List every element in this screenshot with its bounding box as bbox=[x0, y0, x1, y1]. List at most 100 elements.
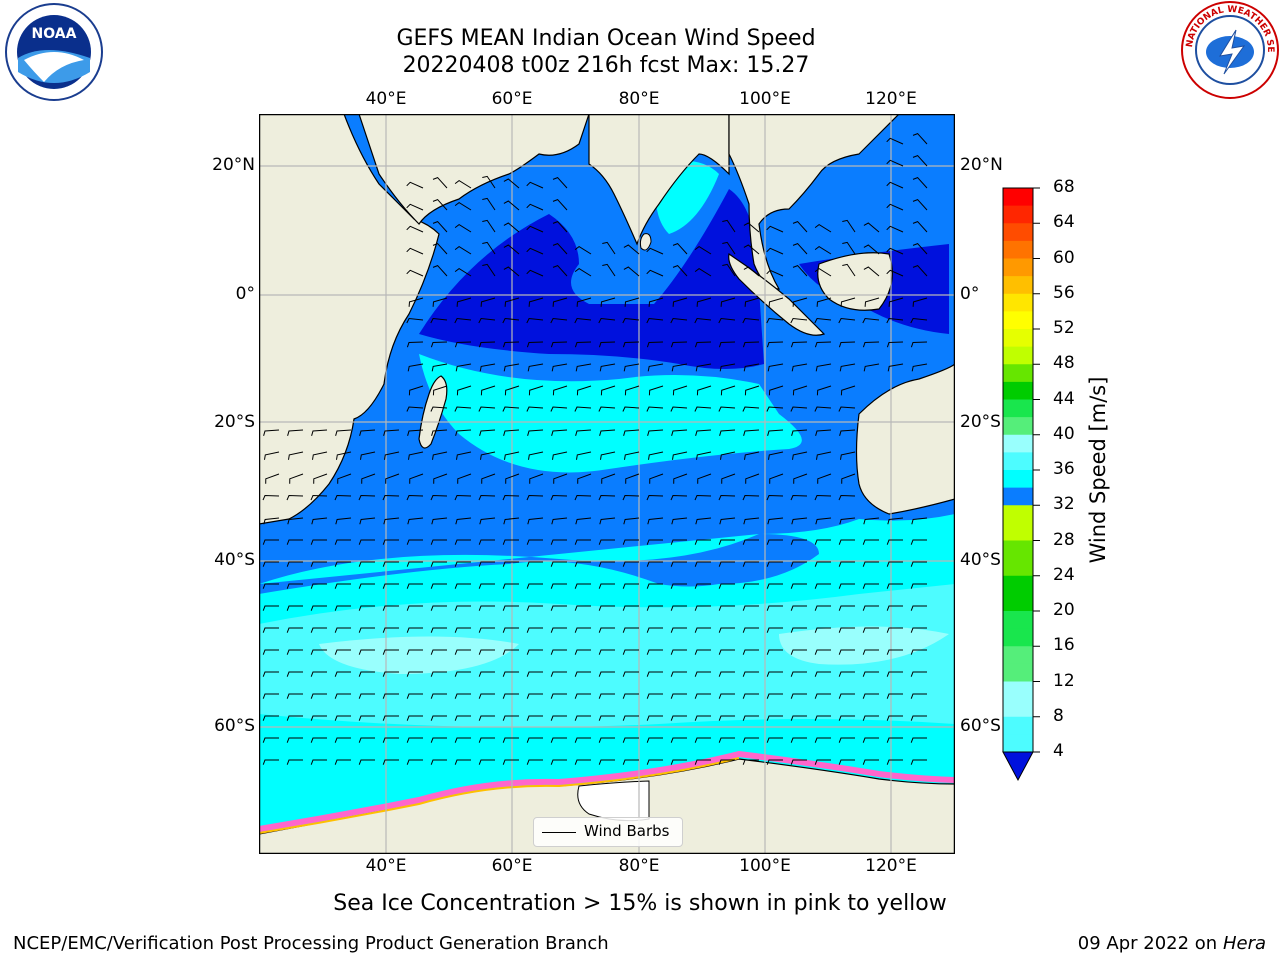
band-12-16 bbox=[259, 584, 955, 728]
wind-barb bbox=[310, 494, 328, 501]
wind-barb bbox=[480, 385, 496, 396]
wind-barb bbox=[334, 671, 351, 677]
wind-barb bbox=[334, 583, 351, 589]
wind-barb bbox=[478, 715, 495, 721]
wind-barb bbox=[431, 517, 448, 525]
wind-barb bbox=[503, 200, 520, 211]
wind-barb bbox=[646, 317, 664, 324]
wind-barb bbox=[742, 583, 759, 589]
wind-barb bbox=[383, 429, 400, 436]
wind-barb bbox=[814, 494, 832, 501]
wind-barb bbox=[358, 561, 375, 567]
legend-line-swatch bbox=[542, 832, 576, 833]
wind-barb bbox=[694, 539, 711, 545]
colorbar-tick-label: 68 bbox=[1053, 177, 1075, 197]
wind-barb bbox=[670, 561, 687, 567]
wind-barb bbox=[430, 341, 448, 348]
wind-barb bbox=[529, 473, 544, 484]
wind-barb bbox=[911, 517, 928, 525]
wind-barb bbox=[430, 561, 447, 567]
wind-barb bbox=[286, 671, 303, 677]
wind-barb bbox=[599, 363, 616, 372]
wind-barb bbox=[887, 517, 904, 525]
wind-barb bbox=[766, 671, 783, 677]
wind-barb bbox=[790, 715, 807, 721]
wind-barb bbox=[551, 429, 568, 436]
band-16-20 bbox=[319, 636, 519, 674]
wind-barb bbox=[910, 539, 927, 545]
wind-barb bbox=[503, 178, 520, 189]
wind-barb bbox=[286, 693, 303, 699]
wind-barb bbox=[742, 649, 759, 655]
wind-barb bbox=[886, 137, 904, 145]
wind-barb bbox=[478, 759, 495, 765]
wind-barb bbox=[862, 561, 879, 567]
wind-barb bbox=[910, 583, 927, 589]
wind-barb bbox=[432, 297, 448, 307]
wind-barb bbox=[622, 627, 639, 633]
wind-barb bbox=[552, 221, 568, 233]
wind-barb bbox=[358, 539, 375, 545]
wind-barb bbox=[814, 539, 831, 545]
wind-barb bbox=[456, 385, 472, 396]
wind-barb bbox=[502, 671, 519, 677]
wind-barb bbox=[694, 605, 711, 611]
colorbar-bin bbox=[1003, 258, 1033, 277]
wind-barb bbox=[598, 627, 615, 633]
wind-barb bbox=[430, 494, 448, 501]
wind-barb bbox=[815, 363, 832, 372]
wind-barb bbox=[722, 241, 736, 255]
wind-barb bbox=[598, 715, 615, 721]
wind-barb bbox=[742, 494, 760, 501]
wind-barb bbox=[791, 429, 808, 436]
wind-barb bbox=[646, 539, 663, 545]
lat-label-right: 20°S bbox=[960, 412, 1001, 432]
wind-barb bbox=[863, 517, 880, 525]
wind-barb bbox=[814, 267, 832, 277]
wind-barb bbox=[694, 317, 712, 324]
wind-barb bbox=[526, 737, 543, 743]
wind-barb bbox=[790, 649, 807, 655]
wind-barb bbox=[334, 561, 351, 567]
wind-barb bbox=[334, 715, 351, 721]
wind-barb bbox=[551, 517, 568, 525]
wind-barb bbox=[406, 539, 423, 545]
wind-barb bbox=[766, 406, 784, 412]
wind-barb bbox=[647, 363, 664, 372]
wind-barb bbox=[406, 494, 424, 501]
wind-barb bbox=[842, 241, 856, 255]
colorbar-tick-label: 28 bbox=[1053, 529, 1075, 550]
colorbar-tick-label: 32 bbox=[1053, 494, 1075, 515]
wind-barb bbox=[550, 605, 567, 611]
wind-barb bbox=[334, 649, 351, 655]
wind-barb bbox=[910, 341, 928, 348]
wind-barb bbox=[910, 605, 927, 611]
wind-barb bbox=[526, 561, 543, 567]
wind-barb bbox=[432, 451, 448, 460]
lat-label-left: 20°N bbox=[212, 155, 255, 175]
wind-barb bbox=[478, 406, 496, 412]
wind-barb bbox=[694, 267, 712, 277]
wind-barb bbox=[430, 539, 447, 545]
wind-barb bbox=[358, 693, 375, 699]
wind-barb bbox=[646, 759, 663, 765]
wind-barb bbox=[744, 297, 760, 307]
wind-barb bbox=[790, 583, 807, 589]
wind-barb bbox=[598, 341, 616, 348]
wind-barb bbox=[482, 241, 496, 255]
wind-barb bbox=[792, 385, 808, 396]
wind-barb bbox=[526, 539, 543, 545]
wind-barb bbox=[574, 341, 592, 348]
wind-barb bbox=[288, 451, 304, 460]
calm-zone-equatorial bbox=[419, 189, 764, 369]
lon-label-bottom: 120°E bbox=[865, 856, 917, 876]
wind-barb bbox=[454, 223, 472, 233]
colorbar-bin bbox=[1003, 681, 1033, 700]
wind-barb bbox=[454, 341, 472, 348]
wind-barb bbox=[602, 241, 616, 255]
land-india bbox=[588, 114, 730, 246]
wind-barb bbox=[670, 317, 688, 324]
wind-barb bbox=[505, 473, 520, 484]
date-stamp: 09 Apr 2022 on Hera bbox=[1078, 933, 1266, 954]
wind-barb bbox=[886, 341, 904, 348]
